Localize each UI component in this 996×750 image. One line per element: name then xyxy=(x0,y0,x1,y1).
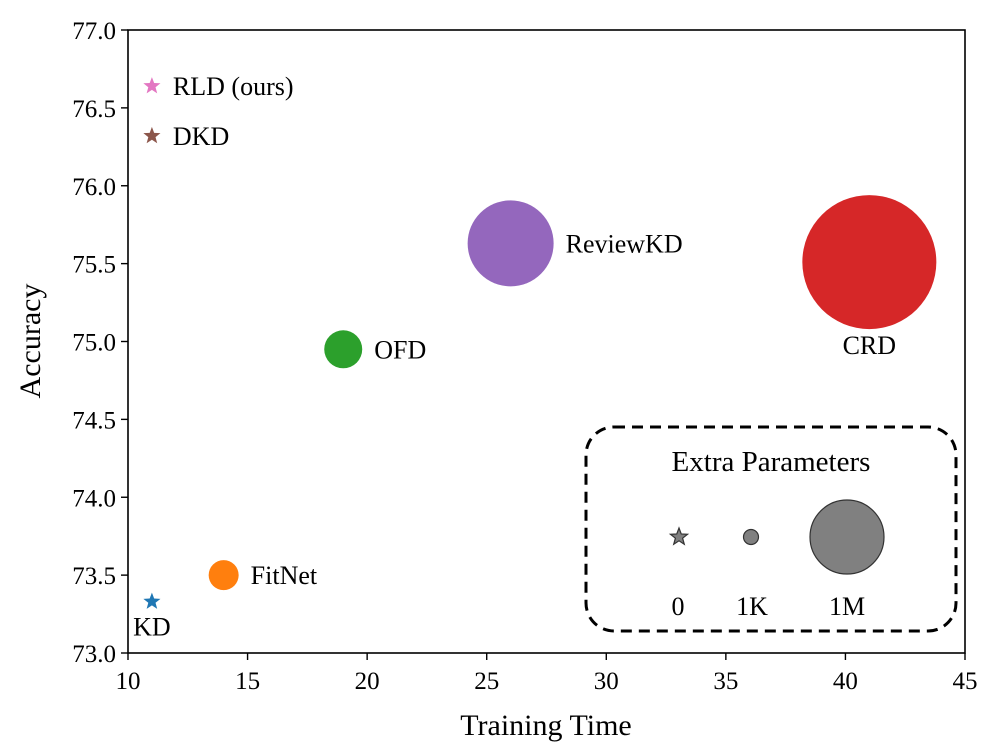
point-label-fitnet: FitNet xyxy=(251,561,318,590)
legend-marker-zero-star xyxy=(668,526,690,546)
point-ofd xyxy=(324,330,363,369)
point-label-reviewkd: ReviewKD xyxy=(566,229,683,258)
y-tick-label-75-5: 75.5 xyxy=(72,252,116,279)
y-axis-title: Accuracy xyxy=(14,284,47,399)
x-tick-label-45: 45 xyxy=(953,668,978,695)
y-tick-label-74-5: 74.5 xyxy=(72,407,116,434)
point-label-kd: KD xyxy=(133,613,171,642)
x-axis: 10 15 20 25 30 35 40 45 xyxy=(116,653,978,695)
marks-layer xyxy=(143,77,937,609)
point-kd xyxy=(143,592,161,609)
point-label-dkd: DKD xyxy=(173,122,229,151)
x-tick-label-20: 20 xyxy=(355,668,380,695)
legend-label-zero: 0 xyxy=(672,592,685,621)
y-axis: 73.0 73.5 74.0 74.5 75.0 75.5 76.0 76.5 77.0 xyxy=(72,18,128,668)
point-label-rld-ours: RLD (ours) xyxy=(173,72,294,101)
legend-frame xyxy=(584,425,958,633)
legend-label-1k: 1K xyxy=(736,592,768,621)
y-tick-label-74-0: 74.0 xyxy=(72,485,116,512)
legend-title: Extra Parameters xyxy=(672,446,871,478)
y-tick-label-76-0: 76.0 xyxy=(72,174,116,201)
x-tick-label-35: 35 xyxy=(713,668,738,695)
y-tick-label-76-5: 76.5 xyxy=(72,96,116,123)
x-tick-label-10: 10 xyxy=(116,668,141,695)
point-label-ofd: OFD xyxy=(374,335,426,364)
legend-marker-1m-circle xyxy=(809,499,885,575)
point-dkd xyxy=(143,126,161,144)
legend: Extra Parameters 0 1K 1M xyxy=(584,425,958,633)
y-tick-label-75-0: 75.0 xyxy=(72,330,116,357)
x-tick-label-15: 15 xyxy=(235,668,260,695)
labels-layer: KD FitNet OFD ReviewKD CRD DKD RLD (ours) xyxy=(133,72,896,642)
y-tick-label-73-5: 73.5 xyxy=(72,563,116,590)
legend-marker-1k-circle xyxy=(742,528,760,546)
point-fitnet xyxy=(208,560,239,591)
point-rld-ours xyxy=(143,77,161,94)
y-tick-label-77-0: 77.0 xyxy=(72,18,116,45)
x-tick-label-30: 30 xyxy=(594,668,619,695)
y-tick-label-73-0: 73.0 xyxy=(72,641,116,668)
point-label-crd: CRD xyxy=(843,331,896,360)
point-crd xyxy=(802,195,937,330)
x-tick-label-40: 40 xyxy=(833,668,858,695)
point-reviewkd xyxy=(467,200,554,287)
x-tick-label-25: 25 xyxy=(474,668,499,695)
x-axis-title: Training Time xyxy=(460,709,631,742)
legend-label-1m: 1M xyxy=(829,592,865,621)
